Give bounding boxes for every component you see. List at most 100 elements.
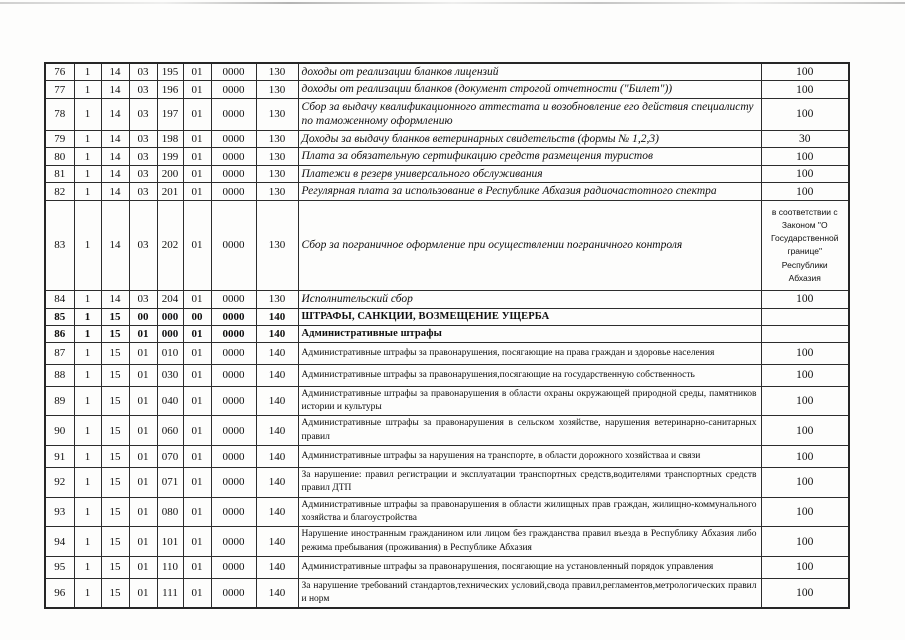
code-cell-5: 01 — [182, 363, 212, 387]
value-cell: в соответствии с Законом "О Государствен… — [760, 199, 850, 291]
code-cell-2: 15 — [100, 324, 130, 343]
code-cell-6: 0000 — [210, 341, 257, 365]
code-cell-2: 15 — [100, 445, 130, 469]
code-cell-6: 0000 — [210, 415, 257, 447]
code-cell-6: 0000 — [210, 467, 257, 498]
code-cell-4: 201 — [156, 182, 184, 201]
code-cell-2: 15 — [100, 341, 130, 365]
row-number-cell: 91 — [44, 445, 75, 469]
code-cell-2: 14 — [100, 62, 130, 82]
description-cell: Нарушение иностранным гражданином или ли… — [297, 526, 762, 557]
row-number-cell: 79 — [44, 129, 75, 149]
table-row: 96 1 15 01 111 01 0000 140 За нарушение … — [44, 577, 850, 609]
code-cell-3: 01 — [128, 526, 158, 557]
code-cell-5: 01 — [182, 445, 212, 469]
code-cell-7: 130 — [255, 182, 299, 201]
description-cell: За нарушение требований стандартов,техни… — [297, 577, 762, 609]
row-number-cell: 80 — [44, 147, 75, 166]
code-cell-5: 01 — [182, 80, 212, 99]
code-cell-3: 03 — [128, 289, 158, 309]
code-cell-5: 01 — [182, 496, 212, 528]
code-cell-2: 14 — [100, 164, 130, 184]
code-cell-5: 01 — [182, 577, 212, 609]
code-cell-1: 1 — [73, 385, 102, 417]
code-cell-4: 000 — [156, 324, 184, 343]
code-cell-6: 0000 — [210, 182, 257, 201]
code-cell-3: 03 — [128, 182, 158, 201]
code-cell-4: 080 — [156, 496, 184, 528]
code-cell-7: 130 — [255, 129, 299, 149]
description-cell: Административные штрафы за правонарушени… — [297, 555, 762, 579]
code-cell-3: 01 — [128, 577, 158, 609]
row-number-cell: 92 — [44, 467, 75, 498]
code-cell-4: 202 — [156, 199, 184, 291]
code-cell-4: 060 — [156, 415, 184, 447]
value-cell: 100 — [760, 385, 850, 417]
description-cell: За нарушение: правил регистрации и экспл… — [297, 467, 762, 498]
code-cell-7: 130 — [255, 97, 299, 131]
value-cell: 100 — [760, 97, 850, 131]
code-cell-5: 01 — [182, 415, 212, 447]
code-cell-2: 15 — [100, 467, 130, 498]
row-number-cell: 83 — [44, 199, 75, 291]
code-cell-6: 0000 — [210, 363, 257, 387]
value-cell: 100 — [760, 341, 850, 365]
code-cell-1: 1 — [73, 289, 102, 309]
value-cell: 100 — [760, 577, 850, 609]
description-cell: Платежи в резерв универсального обслужив… — [297, 164, 762, 184]
code-cell-4: 030 — [156, 363, 184, 387]
code-cell-1: 1 — [73, 182, 102, 201]
code-cell-7: 140 — [255, 577, 299, 609]
code-cell-7: 140 — [255, 467, 299, 498]
value-cell: 100 — [760, 555, 850, 579]
code-cell-3: 01 — [128, 415, 158, 447]
code-cell-6: 0000 — [210, 62, 257, 82]
value-cell: 100 — [760, 467, 850, 498]
code-cell-1: 1 — [73, 80, 102, 99]
code-cell-5: 01 — [182, 526, 212, 557]
code-cell-5: 01 — [182, 199, 212, 291]
code-cell-7: 130 — [255, 164, 299, 184]
code-cell-1: 1 — [73, 307, 102, 326]
value-cell: 100 — [760, 182, 850, 201]
value-cell: 100 — [760, 62, 850, 82]
code-cell-4: 198 — [156, 129, 184, 149]
row-number-cell: 85 — [44, 307, 75, 326]
code-cell-7: 130 — [255, 199, 299, 291]
description-cell: Сбор за выдачу квалификационного аттеста… — [297, 97, 762, 131]
value-cell: 100 — [760, 445, 850, 469]
row-number-cell: 88 — [44, 363, 75, 387]
code-cell-4: 071 — [156, 467, 184, 498]
table-row: 87 1 15 01 010 01 0000 140 Административ… — [44, 341, 850, 365]
code-cell-3: 03 — [128, 62, 158, 82]
code-cell-5: 01 — [182, 289, 212, 309]
description-cell: Административные штрафы за правонарушени… — [297, 363, 762, 387]
code-cell-6: 0000 — [210, 324, 257, 343]
code-cell-7: 140 — [255, 363, 299, 387]
description-cell: Плата за обязательную сертификацию средс… — [297, 147, 762, 166]
code-cell-7: 140 — [255, 445, 299, 469]
code-cell-1: 1 — [73, 324, 102, 343]
table-row: 94 1 15 01 101 01 0000 140 Нарушение ино… — [44, 526, 850, 557]
table-row: 83 1 14 03 202 01 0000 130 Сбор за погра… — [44, 199, 850, 291]
code-cell-2: 14 — [100, 80, 130, 99]
code-cell-5: 01 — [182, 97, 212, 131]
value-cell: 100 — [760, 415, 850, 447]
code-cell-1: 1 — [73, 97, 102, 131]
code-cell-3: 01 — [128, 324, 158, 343]
code-cell-6: 0000 — [210, 555, 257, 579]
table-row: 86 1 15 01 000 01 0000 140 Административ… — [44, 324, 850, 343]
code-cell-3: 01 — [128, 467, 158, 498]
code-cell-7: 140 — [255, 415, 299, 447]
row-number-cell: 86 — [44, 324, 75, 343]
code-cell-6: 0000 — [210, 445, 257, 469]
table-row: 77 1 14 03 196 01 0000 130 доходы от реа… — [44, 80, 850, 99]
code-cell-7: 130 — [255, 289, 299, 309]
value-cell: 30 — [760, 129, 850, 149]
code-cell-3: 03 — [128, 164, 158, 184]
value-cell: 100 — [760, 289, 850, 309]
code-cell-7: 140 — [255, 307, 299, 326]
value-cell: 100 — [760, 526, 850, 557]
description-cell: Исполнительский сбор — [297, 289, 762, 309]
code-cell-7: 130 — [255, 80, 299, 99]
